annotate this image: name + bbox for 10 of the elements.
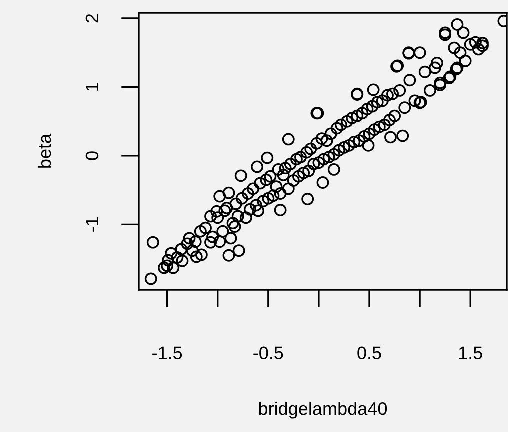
x-tick-label: -0.5 [254, 346, 284, 360]
y-tick-label: 1 [86, 83, 98, 91]
y-tick-label: 0 [86, 152, 99, 160]
y-tick-label: 2 [86, 14, 98, 23]
x-tick-label: -1.5 [152, 346, 182, 360]
x-axis-title: bridgelambda40 [259, 402, 388, 419]
x-tick-label: 1.5 [459, 346, 482, 360]
x-tick-label: 0.5 [358, 346, 382, 360]
y-tick-label: -1 [86, 218, 98, 232]
y-axis-title: beta [38, 134, 52, 168]
